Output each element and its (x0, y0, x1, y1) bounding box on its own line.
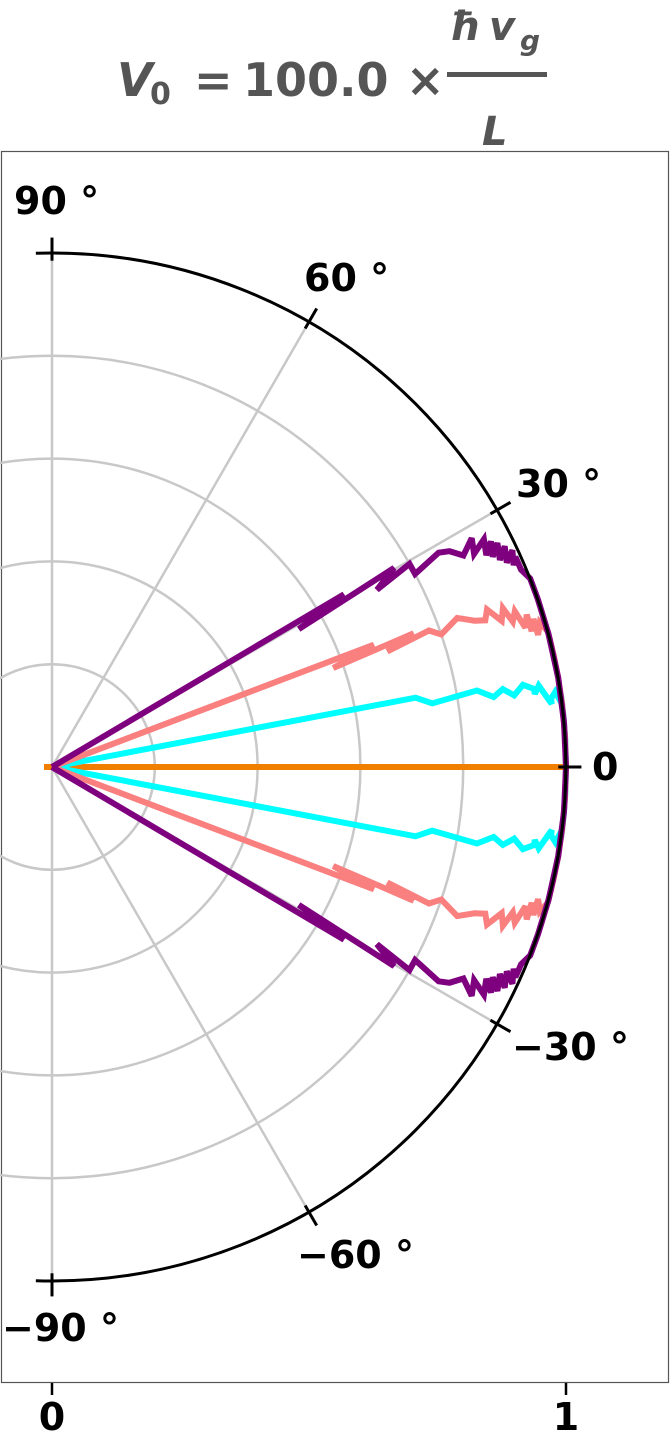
angle-tick (303, 307, 319, 330)
radius-tick-label: 0 (39, 1395, 65, 1439)
title-numerator-subscript: g (520, 24, 540, 57)
angle-tick-label: 0 (592, 745, 618, 789)
angle-tick (489, 500, 512, 516)
chart-title: V 0 = 100.0 × ħ v g L (117, 4, 547, 155)
title-numerator-v: v (489, 4, 517, 50)
polar-axis (35, 237, 582, 1395)
title-denominator: L (482, 109, 508, 155)
angle-tick-label: −30 ° (512, 1025, 629, 1069)
title-coefficient: 100.0 (243, 53, 389, 107)
title-numerator-hbar: ħ (449, 4, 481, 50)
title-lhs-symbol: V (117, 53, 156, 107)
title-lhs-subscript: 0 (150, 77, 171, 112)
plot-frame (0, 150, 670, 1384)
title-times: × (406, 53, 445, 107)
angle-tick-label: −60 ° (297, 1233, 414, 1277)
title-fraction-bar (447, 72, 547, 77)
angle-tick-label: 30 ° (516, 462, 601, 506)
radius-tick-label: 1 (553, 1395, 579, 1439)
series-group (44, 531, 570, 1003)
angular-gridline (50, 766, 311, 1213)
angle-tick-label: 60 ° (304, 256, 389, 300)
angle-tick-label: 90 ° (14, 179, 99, 223)
title-equals: = (194, 53, 233, 107)
tick-labels: 90 ° 60 ° 30 ° 0 −30 ° −60 ° −90 ° 0 1 (2, 179, 629, 1439)
angular-gridline (50, 321, 311, 768)
angle-tick (303, 1204, 319, 1227)
angle-tick-label: −90 ° (2, 1306, 119, 1350)
angle-tick (489, 1018, 512, 1034)
